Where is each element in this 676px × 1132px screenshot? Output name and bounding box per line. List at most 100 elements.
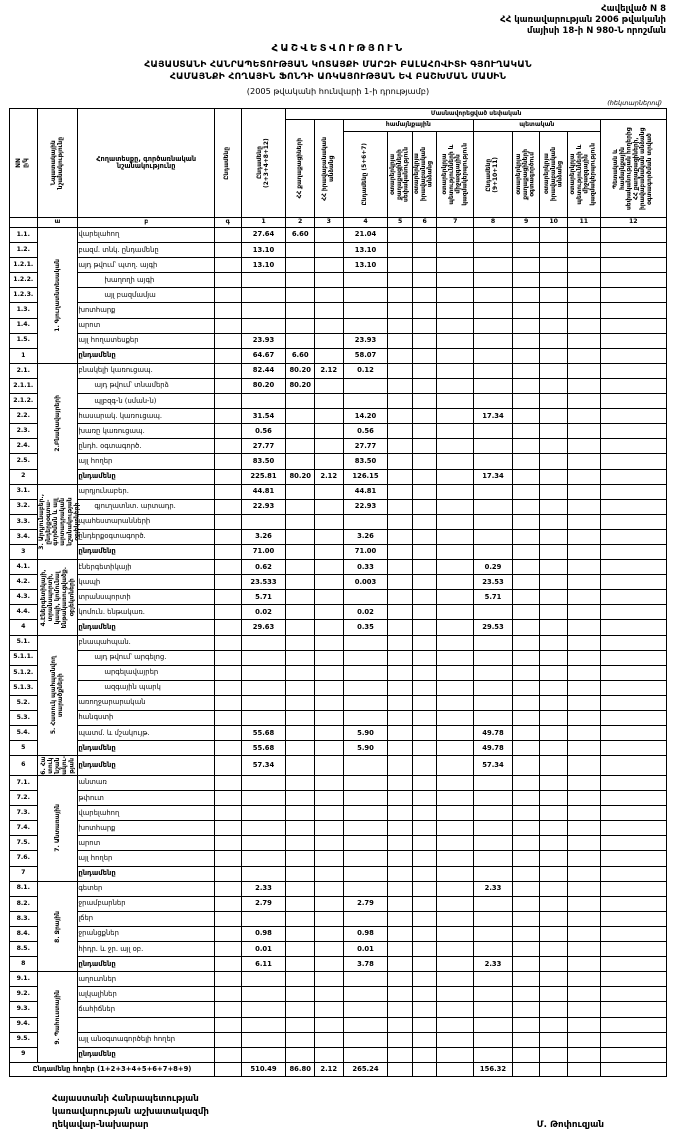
cell-c10	[539, 347, 568, 364]
cell-c7	[436, 880, 475, 897]
table-row: 4.3. տրանսպորտի 5.71 5.71	[9, 589, 668, 606]
cell-c10	[539, 257, 568, 274]
cell-c5	[387, 880, 413, 897]
cell-c10	[539, 559, 568, 576]
table-row: 1.4. արոտ	[9, 317, 668, 334]
table-row: 1.2.1. այդ թվում՝ պտղ. այգի 13.10 13.10	[9, 257, 668, 274]
cell-c1	[240, 694, 287, 712]
cell-c8	[473, 925, 513, 943]
cell-c7	[436, 347, 475, 364]
cell-c1	[240, 513, 287, 530]
cell-c5	[387, 835, 413, 852]
table-row: 6 6. Հա տուկ նշան ակու- թյան ընդամենը 57.34…	[9, 755, 668, 776]
cell-c4: 21.04	[342, 226, 389, 244]
row-label: ընդամենը	[77, 468, 216, 485]
cell-c7	[436, 559, 475, 576]
table-row: 5 ընդամենը 55.68 5.90 49.78	[9, 740, 668, 757]
th-col-11: օտարերկրյա պետությունների և միջազգային կ…	[566, 131, 601, 218]
cell-c4	[342, 880, 389, 897]
cell-c4	[342, 287, 389, 304]
cell-cg	[214, 423, 242, 440]
cell-c3	[313, 805, 344, 822]
cell-c2	[285, 740, 315, 757]
cell-c7	[436, 226, 475, 244]
cell-c11	[566, 634, 601, 651]
row-number: 1.2.1.	[9, 257, 38, 274]
cell-c2: 80.20	[285, 468, 315, 485]
cell-c5	[387, 790, 413, 807]
row-number: 8.2.	[9, 895, 38, 912]
cell-c11	[566, 664, 601, 681]
row-label: այդ թվում՝ տնամերձ	[77, 377, 216, 395]
table-body: 1.1. 1. Գյուղատնտեսական վարելահող 27.64 6.60…	[8, 226, 668, 1077]
cell-c5	[387, 543, 413, 561]
cell-c8: 29.53	[473, 619, 513, 636]
cell-c1	[240, 287, 287, 304]
cell-c6	[411, 805, 438, 822]
cell-c2	[285, 528, 315, 545]
cell-c10	[539, 820, 568, 837]
cell-c1	[240, 820, 287, 837]
section-label-6: 6. Հա տուկ նշան ակու- թյան	[36, 755, 79, 776]
cell-cg	[214, 755, 242, 776]
cell-c9	[511, 755, 541, 776]
cell-cg	[214, 272, 242, 289]
section-label-2: 2.Բնակավայրերի	[36, 362, 79, 485]
cell-c9	[511, 619, 541, 636]
row-number: 4	[9, 619, 38, 636]
cell-c12	[599, 880, 668, 897]
row-label: ընդամենը	[77, 1046, 216, 1063]
cell-cg	[214, 574, 242, 591]
cell-c10	[539, 740, 568, 757]
cell-c9	[511, 498, 541, 515]
th-col-g: Ընդամենը	[214, 108, 242, 218]
cell-c4	[342, 709, 389, 727]
cell-c4: 13.10	[342, 257, 389, 274]
cell-c11	[566, 805, 601, 822]
cell-c11	[566, 694, 601, 712]
cell-c9	[511, 790, 541, 807]
cell-c11	[566, 1031, 601, 1048]
cell-c5	[387, 634, 413, 651]
cell-c6	[411, 408, 438, 425]
cell-c11	[566, 332, 601, 349]
cell-c8	[473, 393, 513, 410]
cell-c4	[342, 971, 389, 988]
row-number: 5	[9, 740, 38, 757]
cell-c1	[240, 1031, 287, 1048]
table-row: 9.4.	[9, 1016, 668, 1033]
cell-c8	[473, 986, 513, 1003]
cell-c7	[436, 835, 475, 852]
th-col-8: Ընդամենը (9+10+11)	[473, 131, 513, 218]
total-cell-c4: 265.24	[342, 1061, 389, 1077]
cell-c4: 3.78	[342, 956, 389, 973]
cell-c12	[599, 725, 668, 742]
cell-cg	[214, 664, 242, 681]
th-col-10: օտարերկրյա իրավաբանական անձանց	[539, 131, 568, 218]
annex-line-2: ՀՀ կառավարության 2006 թվականի	[500, 15, 666, 25]
row-number: 4.1.	[9, 559, 38, 576]
row-number: 2.1.2.	[9, 393, 38, 410]
cell-c1	[240, 634, 287, 651]
table-row: 1.2.3. այլ բազմամյա	[9, 287, 668, 304]
table-row: 2.1. 2.Բնակավայրերի բնակելի կառուցապ. 82.44…	[9, 362, 668, 485]
cell-c11	[566, 880, 601, 897]
table-row: 5.1. 5. Հատուկ պահպանվող տարածքների բնապահ…	[9, 634, 668, 757]
cell-c12	[599, 559, 668, 576]
cell-c1	[240, 774, 287, 792]
cell-c6	[411, 1016, 438, 1033]
cell-c12	[599, 774, 668, 792]
cell-c5	[387, 941, 413, 958]
cell-c7	[436, 740, 475, 757]
cell-c4	[342, 850, 389, 867]
cell-cg	[214, 347, 242, 364]
table-row: 9.2. ալկալիներ	[9, 986, 668, 1003]
cell-c11	[566, 408, 601, 425]
cell-c12	[599, 755, 668, 776]
cell-c3	[313, 774, 344, 792]
table-row: 8.1. 8. Ջրային գետեր 2.33 2.33	[9, 880, 668, 973]
cell-c6	[411, 574, 438, 591]
cell-c6	[411, 589, 438, 606]
table-row: 4.2. կապի 23.533 0.003 23.53	[9, 574, 668, 591]
cell-c4: 58.07	[342, 347, 389, 364]
